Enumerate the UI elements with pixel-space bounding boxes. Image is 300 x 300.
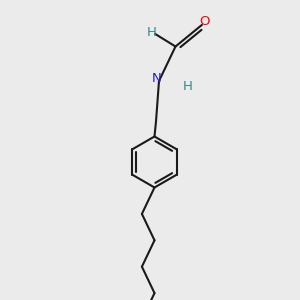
Text: N: N (152, 71, 161, 85)
Text: O: O (200, 15, 210, 28)
Text: H: H (183, 80, 192, 93)
Text: H: H (147, 26, 156, 39)
